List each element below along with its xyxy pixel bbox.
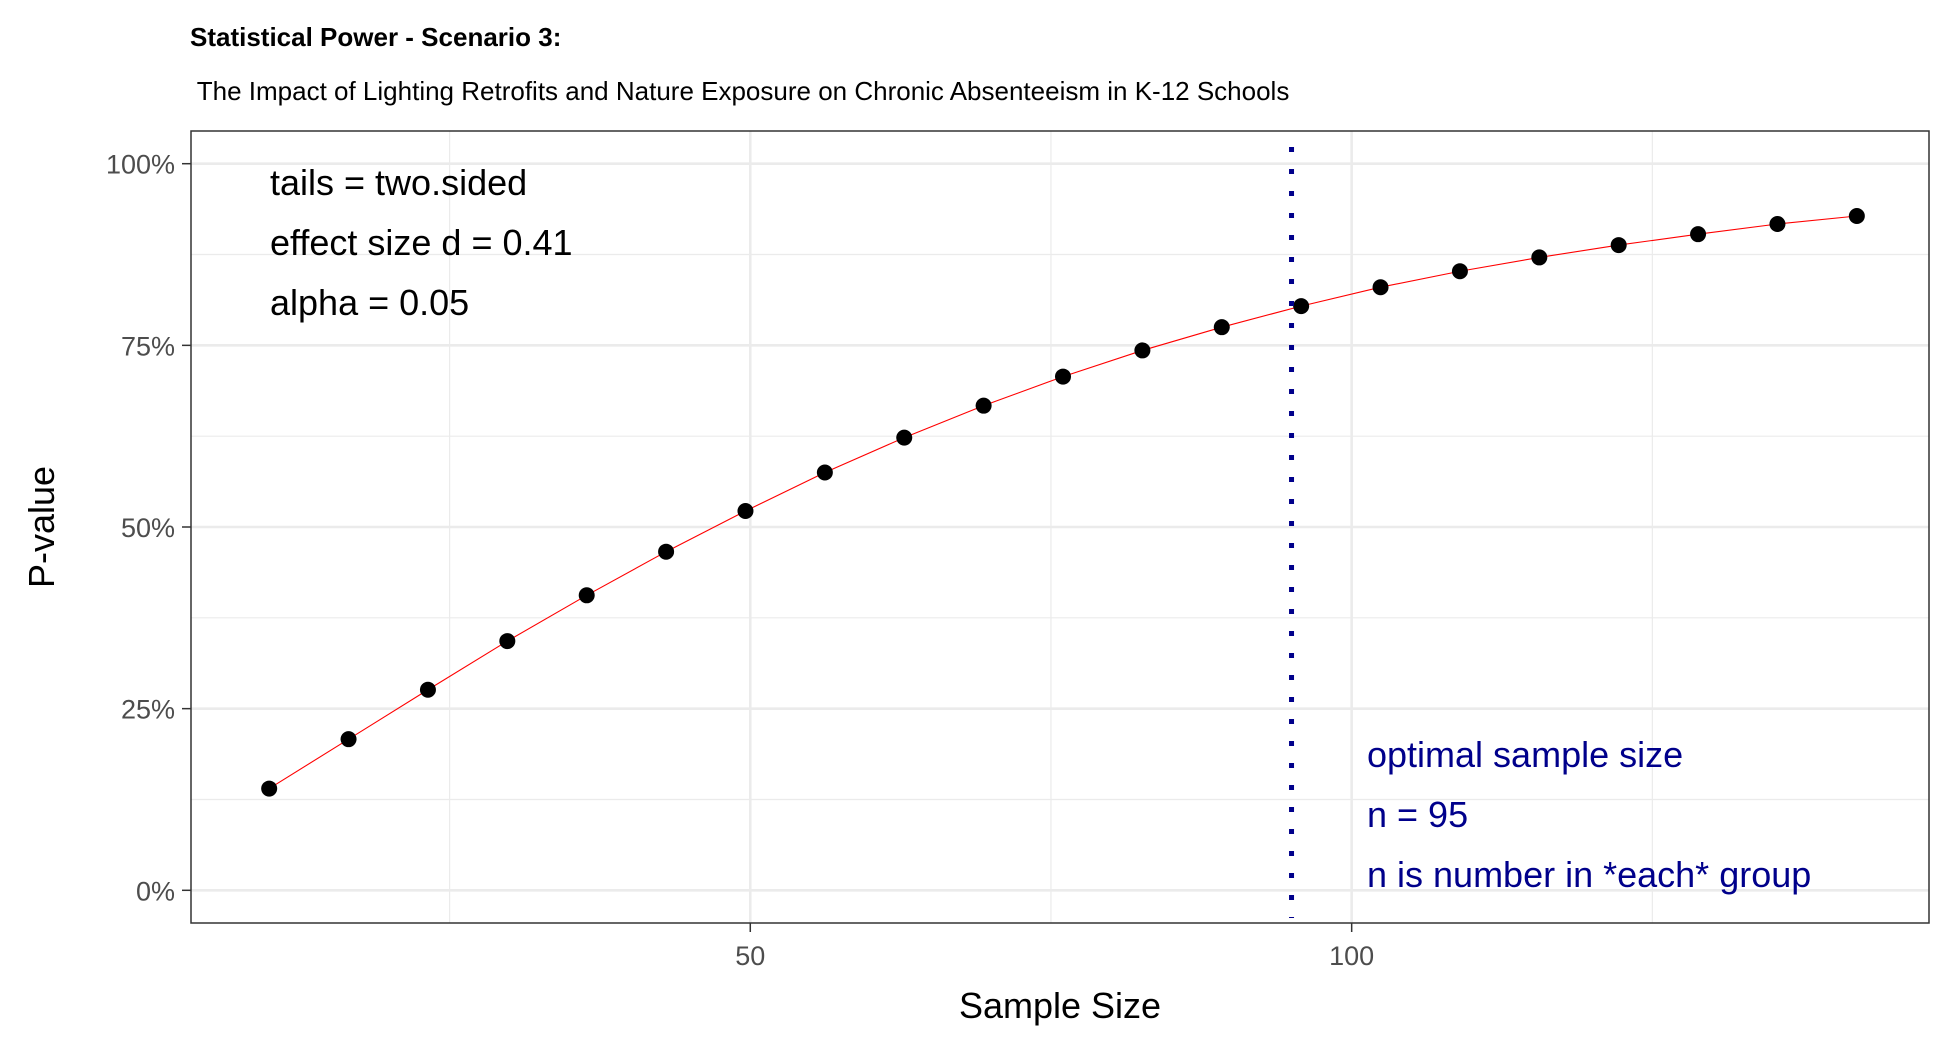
annotation-optimal-title: optimal sample size (1367, 734, 1683, 775)
data-point (975, 397, 992, 414)
power-curve-line (268, 215, 1857, 790)
data-point (1848, 208, 1865, 225)
data-point (261, 780, 278, 797)
annotation-tails: tails = two.sided (270, 162, 527, 203)
y-tick-label: 25% (121, 695, 175, 725)
annotation-effect-size: effect size d = 0.41 (270, 222, 573, 263)
data-point (1451, 263, 1468, 280)
data-point (1769, 216, 1786, 233)
y-axis-title: P-value (21, 466, 62, 588)
data-point (1293, 298, 1310, 315)
data-point (1690, 226, 1707, 243)
x-tick-label: 100 (1329, 941, 1374, 971)
data-point (896, 429, 913, 446)
data-point (340, 731, 357, 748)
data-point (1610, 237, 1627, 254)
annotation-optimal-n: n = 95 (1367, 794, 1468, 835)
data-point (578, 587, 595, 604)
data-point (1213, 319, 1230, 336)
chart-subtitle: The Impact of Lighting Retrofits and Nat… (190, 76, 1289, 106)
data-point (816, 464, 833, 481)
data-point (419, 681, 436, 698)
annotation-alpha: alpha = 0.05 (270, 282, 469, 323)
x-axis: 50 100 (735, 923, 1374, 971)
y-tick-label: 100% (106, 150, 175, 180)
y-axis: 0% 25% 50% 75% 100% (106, 150, 191, 906)
data-point (737, 503, 754, 520)
data-point (499, 633, 516, 650)
x-tick-label: 50 (735, 941, 765, 971)
series-lines (268, 215, 1857, 790)
chart-title: Statistical Power - Scenario 3: (190, 22, 561, 52)
major-gridlines (191, 131, 1929, 923)
test-parameters-annotation: tails = two.sided effect size d = 0.41 a… (270, 162, 573, 323)
data-points (261, 208, 1865, 797)
y-tick-label: 50% (121, 513, 175, 543)
optimal-sample-annotation: optimal sample size n = 95 n is number i… (1367, 734, 1811, 895)
data-point (1372, 279, 1389, 296)
y-tick-label: 0% (136, 876, 175, 906)
annotation-optimal-note: n is number in *each* group (1367, 854, 1811, 895)
y-tick-label: 75% (121, 331, 175, 361)
data-point (1134, 342, 1151, 359)
data-point (1055, 368, 1072, 385)
data-point (1531, 249, 1548, 266)
x-axis-title: Sample Size (959, 985, 1161, 1026)
data-point (658, 543, 675, 560)
